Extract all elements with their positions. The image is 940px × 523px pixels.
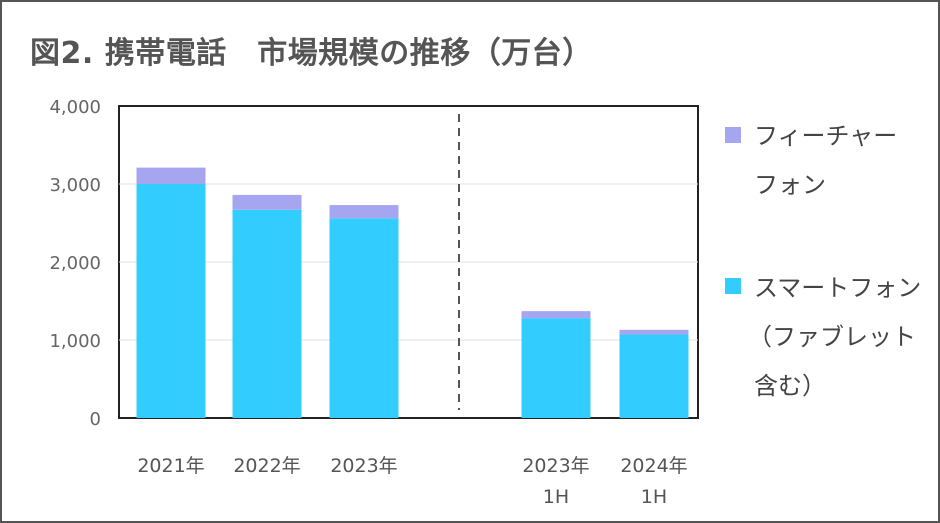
bar-smartphone <box>232 209 302 418</box>
bar-featurephone <box>329 205 399 219</box>
legend-label: スマートフォン <box>754 274 921 302</box>
y-tick-label: 2,000 <box>49 253 101 274</box>
x-tick-label: 2022年 <box>233 455 300 477</box>
chart-title: 図2. 携帯電話 市場規模の推移（万台） <box>30 36 593 71</box>
x-tick-label: 1H <box>543 486 569 508</box>
y-tick-label: 3,000 <box>49 175 101 196</box>
bar-smartphone <box>521 318 591 418</box>
x-tick-label: 2024年 <box>620 455 687 477</box>
bar-featurephone <box>521 311 591 319</box>
x-tick-label: 1H <box>641 486 667 508</box>
bar-smartphone <box>619 334 689 418</box>
y-tick-label: 0 <box>90 409 101 430</box>
bar-featurephone <box>232 194 302 210</box>
y-tick-label: 1,000 <box>49 331 101 352</box>
x-tick-label: 2023年 <box>330 455 397 477</box>
legend-swatch <box>725 278 741 294</box>
bar-smartphone <box>136 184 206 418</box>
bar-featurephone <box>136 167 206 184</box>
bar-featurephone <box>619 329 689 335</box>
legend-swatch <box>725 127 741 143</box>
legend-label: フィーチャー <box>754 122 897 150</box>
y-tick-label: 4,000 <box>49 97 101 118</box>
legend-label: フォン <box>754 171 826 199</box>
x-tick-label: 2023年 <box>522 455 589 477</box>
legend-label: 含む） <box>754 372 826 400</box>
bar-smartphone <box>329 218 399 418</box>
legend-label: （ファブレット <box>748 323 916 351</box>
x-tick-label: 2021年 <box>137 455 204 477</box>
